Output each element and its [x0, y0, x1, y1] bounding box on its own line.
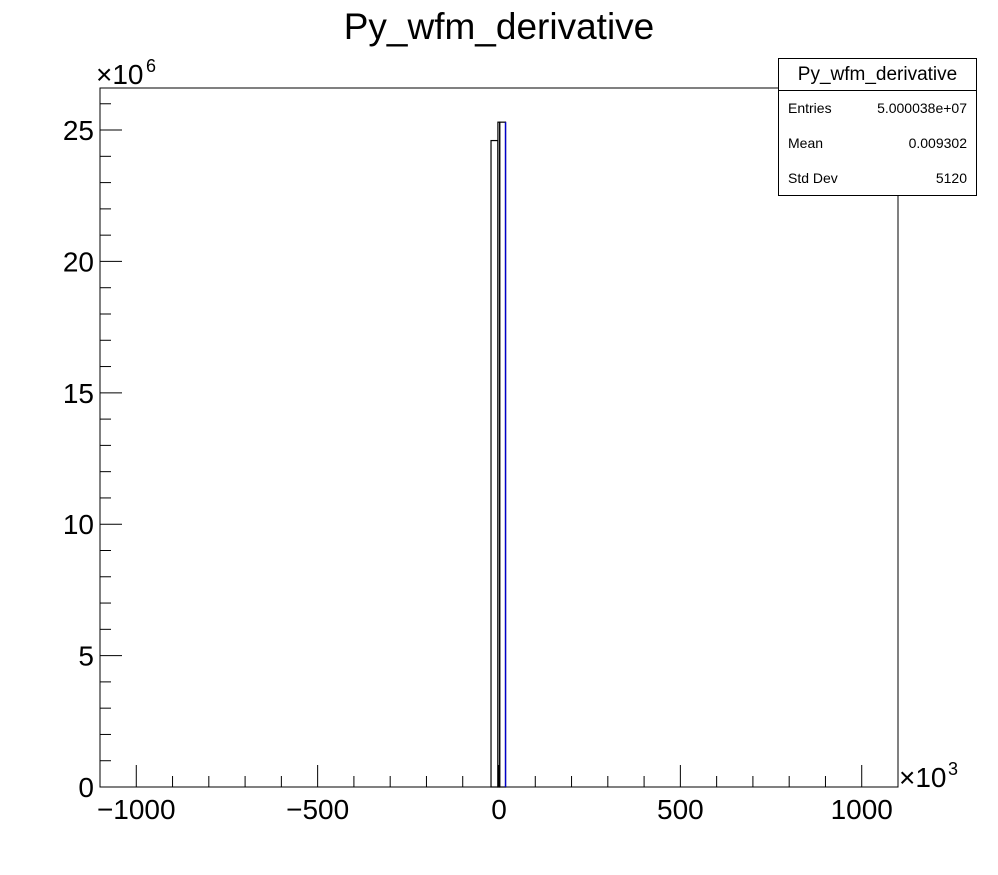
stats-label: Entries [788, 100, 832, 116]
stats-value: 5120 [935, 170, 967, 186]
stats-label: Std Dev [788, 170, 838, 186]
x-tick-label: 1000 [831, 794, 893, 825]
stats-value: 5.000038e+07 [877, 100, 967, 116]
x-multiplier: ×10 [899, 762, 947, 793]
stats-row-entries: Entries 5.000038e+07 [779, 91, 976, 126]
stats-row-mean: Mean 0.009302 [779, 126, 976, 161]
stats-box: Py_wfm_derivative Entries 5.000038e+07 M… [778, 58, 977, 196]
stats-row-stddev: Std Dev 5120 [779, 161, 976, 196]
stats-box-name: Py_wfm_derivative [779, 59, 976, 91]
y-tick-label: 25 [63, 115, 94, 146]
y-tick-label: 0 [78, 772, 94, 803]
y-tick-label: 10 [63, 509, 94, 540]
x-tick-label: −1000 [97, 794, 176, 825]
stats-value: 0.009302 [908, 135, 967, 151]
x-tick-label: −500 [286, 794, 349, 825]
histogram-bin [499, 121, 507, 788]
x-tick-label: 500 [657, 794, 704, 825]
y-tick-label: 15 [63, 378, 94, 409]
y-tick-label: 20 [63, 246, 94, 277]
x-multiplier-exponent: 3 [948, 759, 958, 779]
stats-label: Mean [788, 135, 824, 151]
histogram-bin [490, 139, 499, 788]
x-tick-label: 0 [491, 794, 507, 825]
y-multiplier: ×10 [96, 59, 144, 90]
y-tick-label: 5 [78, 641, 94, 672]
y-multiplier-exponent: 6 [146, 56, 156, 76]
chart-title: Py_wfm_derivative [343, 6, 655, 47]
